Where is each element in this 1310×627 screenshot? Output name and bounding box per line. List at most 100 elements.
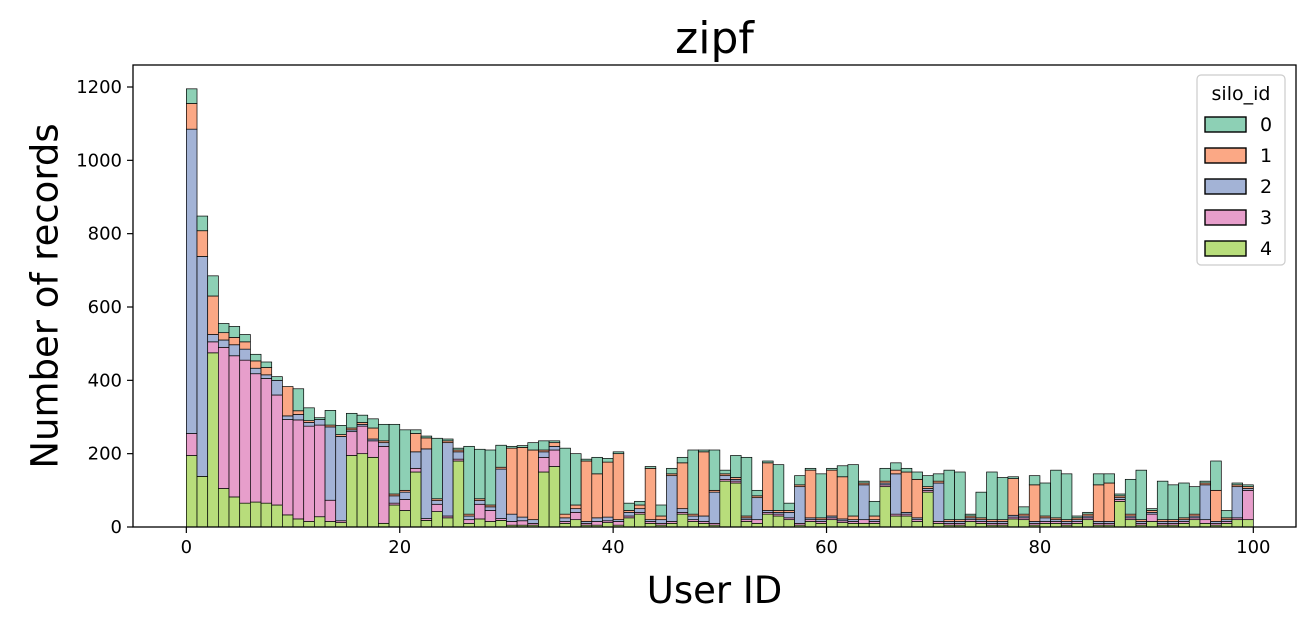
bar-segment (1231, 482, 1243, 486)
bar-segment (314, 424, 326, 518)
bar-segment (1103, 482, 1115, 522)
bar-segment (794, 486, 806, 524)
bars-layer (186, 88, 1254, 528)
bar-segment (410, 471, 422, 528)
x-tick-label: 40 (602, 537, 625, 558)
y-tick-label: 1000 (76, 150, 122, 171)
bar-segment (196, 256, 209, 477)
bar-segment (495, 520, 507, 528)
bar-segment (922, 475, 934, 488)
bar-segment (218, 488, 230, 528)
bar-segment (1103, 473, 1115, 484)
bar-segment (676, 456, 689, 464)
bar-segment (186, 128, 198, 434)
x-tick-label: 100 (1236, 537, 1270, 558)
bar-segment (292, 518, 305, 528)
bar-segment (676, 513, 689, 528)
bar-segment (506, 447, 518, 515)
legend-label: 4 (1260, 238, 1272, 260)
bar-segment (1156, 480, 1169, 521)
bar-segment (431, 511, 443, 528)
bar-segment (804, 521, 817, 528)
legend-items: 0 1 2 3 4 (1204, 114, 1272, 260)
bar-segment (506, 521, 518, 526)
bar-segment (260, 367, 273, 376)
bar-segment (292, 410, 305, 415)
bar-segment (591, 473, 603, 519)
bar-segment (527, 519, 539, 524)
legend-swatch (1204, 178, 1247, 195)
bar-segment (207, 275, 219, 297)
bar-segment (772, 515, 785, 528)
bar-segment (399, 491, 411, 500)
bar-segment (858, 480, 870, 484)
bar-segment (452, 460, 465, 528)
bar-segment (378, 423, 390, 442)
bar-segment (260, 361, 273, 368)
bar-segment (612, 451, 625, 455)
bar-segment (260, 374, 273, 379)
bar-segment (1082, 511, 1094, 515)
bar-segment (868, 500, 881, 517)
bar-segment (911, 478, 923, 519)
bar-segment (239, 348, 251, 361)
x-axis-title: User ID (647, 569, 783, 612)
bar-segment (1146, 508, 1158, 511)
bar-segment (292, 388, 305, 412)
bar-segment (356, 425, 369, 455)
bar-segment (687, 515, 699, 521)
bar-segment (196, 476, 209, 528)
bar-segment (260, 378, 273, 504)
bar-segment (730, 482, 742, 528)
bar-segment (1242, 489, 1254, 521)
bar-segment (1092, 473, 1105, 486)
bar-segment (474, 518, 486, 528)
bar-segment (484, 449, 497, 506)
y-tick-label: 800 (88, 224, 122, 245)
bar-segment (495, 444, 507, 468)
x-tick-label: 80 (1028, 537, 1051, 558)
y-tick-label: 200 (88, 444, 122, 465)
y-tick-label: 400 (88, 370, 122, 391)
bar-segment (836, 522, 849, 528)
bar-segment (666, 467, 678, 475)
bar-segment (548, 449, 561, 467)
bar-segment (378, 442, 390, 447)
y-tick-label: 1200 (76, 77, 122, 98)
bar-segment (1188, 486, 1201, 515)
bar-segment (346, 412, 358, 429)
bar-segment (666, 475, 678, 522)
legend-swatch (1204, 116, 1247, 133)
bar-segment (548, 445, 561, 451)
legend-title: silo_id (1212, 83, 1271, 105)
bar-segment (186, 103, 198, 130)
bar-segment (420, 448, 433, 519)
bar-segment (1199, 484, 1211, 521)
bar-segment (218, 332, 230, 341)
bar-segment (516, 445, 529, 448)
bar-segment (762, 460, 774, 464)
bar-segment (388, 495, 401, 504)
bar-segment (314, 516, 326, 528)
bar-segment (538, 440, 550, 451)
bar-segment (250, 367, 262, 375)
bar-segment (207, 341, 219, 354)
bar-segment (399, 510, 411, 528)
bar-segment (271, 394, 283, 506)
bar-segment (495, 468, 507, 519)
bar-segment (207, 352, 219, 528)
bar-segment (826, 519, 838, 528)
bar-segment (516, 447, 529, 518)
bar-segment (1018, 506, 1030, 515)
x-axis: 0 20 40 60 80 100 (181, 527, 1271, 558)
bar-segment (463, 445, 475, 515)
bar-segment (1242, 484, 1254, 488)
bar-segment (762, 462, 774, 511)
bar-segment (698, 451, 710, 517)
bar-segment (527, 442, 539, 451)
bar-segment (207, 334, 219, 343)
bar-segment (751, 519, 763, 524)
bar-segment (378, 445, 390, 524)
bar-segment (719, 469, 731, 475)
